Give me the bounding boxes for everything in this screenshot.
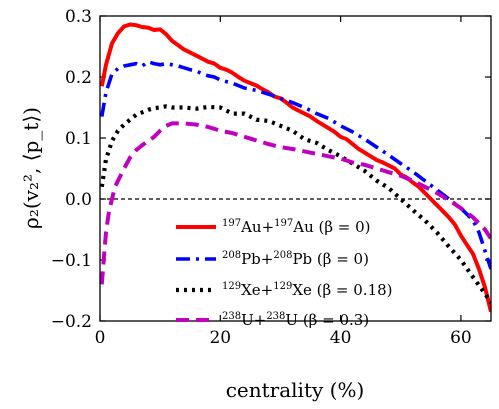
y-tick-label: −0.1 (51, 251, 92, 271)
x-axis-label: centrality (%) (226, 378, 365, 402)
plot-series (100, 22, 491, 313)
axis-ticks (99, 15, 491, 322)
y-tick-label: 0.3 (65, 7, 92, 27)
series-line (100, 104, 491, 304)
axis-tick-labels: 0 20 40 60 0.3 0.2 0.1 0.0 −0.1 −0.2 (51, 7, 472, 348)
legend-label-au: 197Au+197Au (β = 0) (222, 218, 371, 236)
x-tick-label: 60 (450, 328, 472, 348)
y-tick-label: 0.2 (65, 68, 92, 88)
plot-frame (99, 15, 492, 322)
series-line (100, 59, 491, 270)
series-line (100, 22, 491, 313)
y-tick-label: 0.0 (65, 190, 92, 210)
x-tick-label: 0 (95, 328, 106, 348)
y-axis-label: ρ₂(v₂², ⟨p_t⟩) (19, 107, 43, 229)
y-tick-label: −0.2 (51, 312, 92, 332)
legend-entry: 129Xe+129Xe (β = 0.18) (176, 281, 393, 299)
legend-entry: 208Pb+208Pb (β = 0) (176, 250, 369, 268)
y-tick-label: 0.1 (65, 129, 92, 149)
legend-label-u: 238U+238U (β = 0.3) (222, 311, 369, 329)
legend-label-pb: 208Pb+208Pb (β = 0) (222, 250, 369, 268)
legend-entry: 238U+238U (β = 0.3) (176, 311, 369, 329)
x-tick-label: 40 (330, 328, 352, 348)
series-line (100, 121, 491, 285)
legend-entry: 197Au+197Au (β = 0) (176, 218, 371, 236)
x-tick-label: 20 (209, 328, 231, 348)
legend-label-xe: 129Xe+129Xe (β = 0.18) (222, 281, 393, 299)
legend: 197Au+197Au (β = 0) 208Pb+208Pb (β = 0) … (176, 218, 393, 329)
